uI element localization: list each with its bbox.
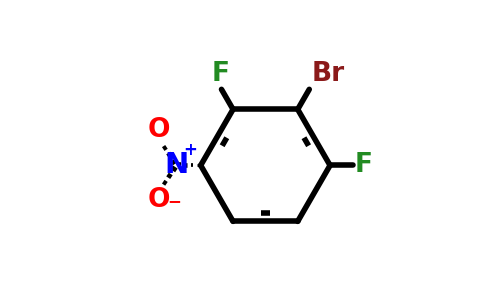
Text: N: N: [164, 152, 189, 179]
Text: O: O: [148, 117, 170, 143]
Text: −: −: [167, 192, 182, 210]
Text: Br: Br: [312, 61, 345, 87]
Text: F: F: [355, 152, 373, 178]
Text: F: F: [212, 61, 229, 87]
Text: +: +: [183, 141, 197, 159]
Text: O: O: [148, 187, 170, 213]
